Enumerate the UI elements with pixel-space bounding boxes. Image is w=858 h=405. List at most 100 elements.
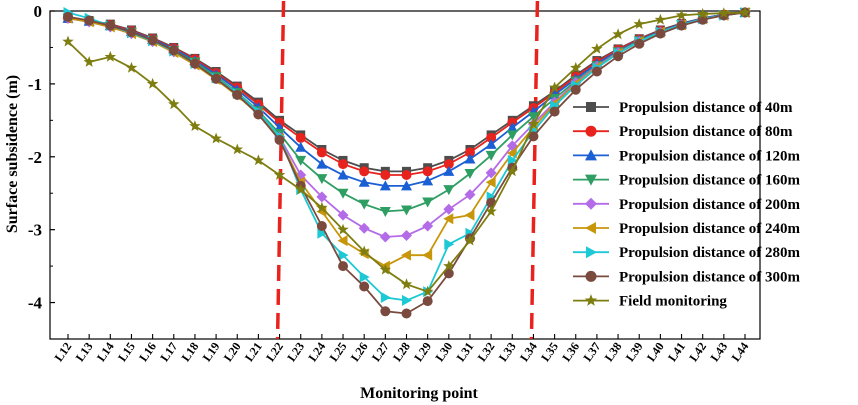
data-point — [401, 170, 412, 180]
data-point — [316, 191, 328, 203]
data-point — [252, 154, 265, 166]
boundary-line — [529, 0, 540, 340]
data-point — [506, 130, 518, 141]
data-point — [316, 221, 327, 232]
legend-label: Propulsion distance of 240m — [619, 221, 800, 237]
x-tick-label: L31 — [453, 340, 476, 364]
data-point — [591, 42, 603, 54]
data-point — [718, 7, 730, 18]
y-tick-label: -1 — [28, 75, 42, 94]
data-point — [676, 20, 687, 31]
data-point — [422, 175, 434, 186]
x-tick-label: L32 — [475, 340, 498, 364]
x-tick-label: L37 — [580, 340, 603, 364]
legend-label: Propulsion distance of 200m — [619, 197, 800, 213]
data-point — [443, 260, 455, 271]
x-tick-label: L34 — [517, 340, 540, 364]
x-tick-label: L25 — [327, 340, 350, 364]
data-point — [506, 122, 518, 133]
x-tick-label: L35 — [538, 340, 561, 364]
data-point — [316, 201, 328, 213]
data-point — [401, 249, 411, 261]
data-point — [422, 197, 434, 208]
data-point — [485, 150, 497, 161]
data-point — [379, 263, 392, 275]
series-group — [62, 6, 751, 319]
data-point — [443, 159, 454, 170]
data-point — [634, 38, 645, 49]
data-point — [527, 118, 540, 129]
data-point — [401, 180, 412, 191]
legend-item: Field monitoring — [573, 294, 727, 310]
data-point — [633, 18, 645, 29]
x-tick-label: L26 — [348, 340, 371, 364]
data-point — [570, 84, 581, 95]
data-point — [338, 159, 349, 170]
x-tick-label: L17 — [157, 340, 180, 364]
data-point — [654, 13, 667, 25]
legend-label: Propulsion distance of 300m — [619, 269, 800, 285]
x-tick-label: L43 — [707, 340, 730, 364]
x-tick-label: L19 — [200, 340, 223, 364]
data-point — [380, 291, 391, 303]
data-point — [422, 166, 433, 177]
x-tick-label: L13 — [73, 340, 96, 364]
data-point — [697, 7, 709, 19]
legend-label: Propulsion distance of 80m — [619, 124, 793, 140]
data-point — [443, 185, 455, 196]
legend-item: Propulsion distance of 200m — [573, 197, 800, 213]
legend-marker — [585, 222, 596, 234]
legend-item: Propulsion distance of 280m — [573, 245, 800, 261]
data-point — [211, 73, 222, 84]
boundary-line — [275, 0, 286, 340]
data-point — [739, 6, 751, 18]
data-point — [104, 50, 116, 62]
data-point — [612, 28, 624, 40]
legend-marker — [585, 174, 597, 186]
data-point — [443, 213, 454, 225]
data-point — [231, 143, 243, 155]
data-point — [359, 166, 370, 177]
data-point — [401, 229, 412, 241]
data-point — [83, 56, 95, 67]
data-point — [486, 132, 497, 143]
legend-item: Propulsion distance of 80m — [573, 124, 793, 140]
data-point — [295, 183, 307, 195]
data-point — [147, 35, 158, 46]
data-point — [464, 153, 476, 164]
data-point — [189, 58, 200, 69]
x-tick-label: L40 — [644, 340, 667, 364]
data-point — [464, 169, 476, 180]
y-axis-title: Surface subsidence (m) — [4, 75, 21, 233]
data-point — [506, 147, 517, 159]
data-point — [464, 189, 476, 201]
legend-label: Field monitoring — [619, 294, 727, 310]
data-point — [422, 220, 434, 232]
plot-area — [49, 10, 761, 340]
legend-marker — [586, 246, 597, 259]
data-point — [570, 61, 582, 73]
x-tick-label: L38 — [602, 340, 625, 364]
data-point — [62, 35, 74, 47]
x-axis-title: Monitoring point — [360, 385, 478, 402]
data-point — [358, 176, 370, 187]
series-8 — [62, 6, 751, 297]
data-point — [506, 165, 518, 177]
data-point — [464, 147, 475, 158]
data-point — [444, 238, 455, 250]
x-tick-label: L16 — [136, 340, 159, 364]
data-point — [485, 167, 497, 179]
x-tick-label: L30 — [432, 340, 455, 364]
data-point — [443, 268, 454, 279]
legend-item: Propulsion distance of 300m — [573, 269, 800, 285]
data-point — [422, 296, 433, 307]
data-point — [379, 180, 391, 191]
x-tick-label: L39 — [623, 340, 646, 364]
data-point — [358, 199, 370, 210]
y-tick-label: 0 — [34, 2, 43, 21]
y-tick-label: -3 — [28, 221, 42, 240]
data-point — [337, 235, 348, 247]
y-tick-label: -4 — [28, 294, 43, 313]
y-tick-label: -2 — [28, 148, 42, 167]
